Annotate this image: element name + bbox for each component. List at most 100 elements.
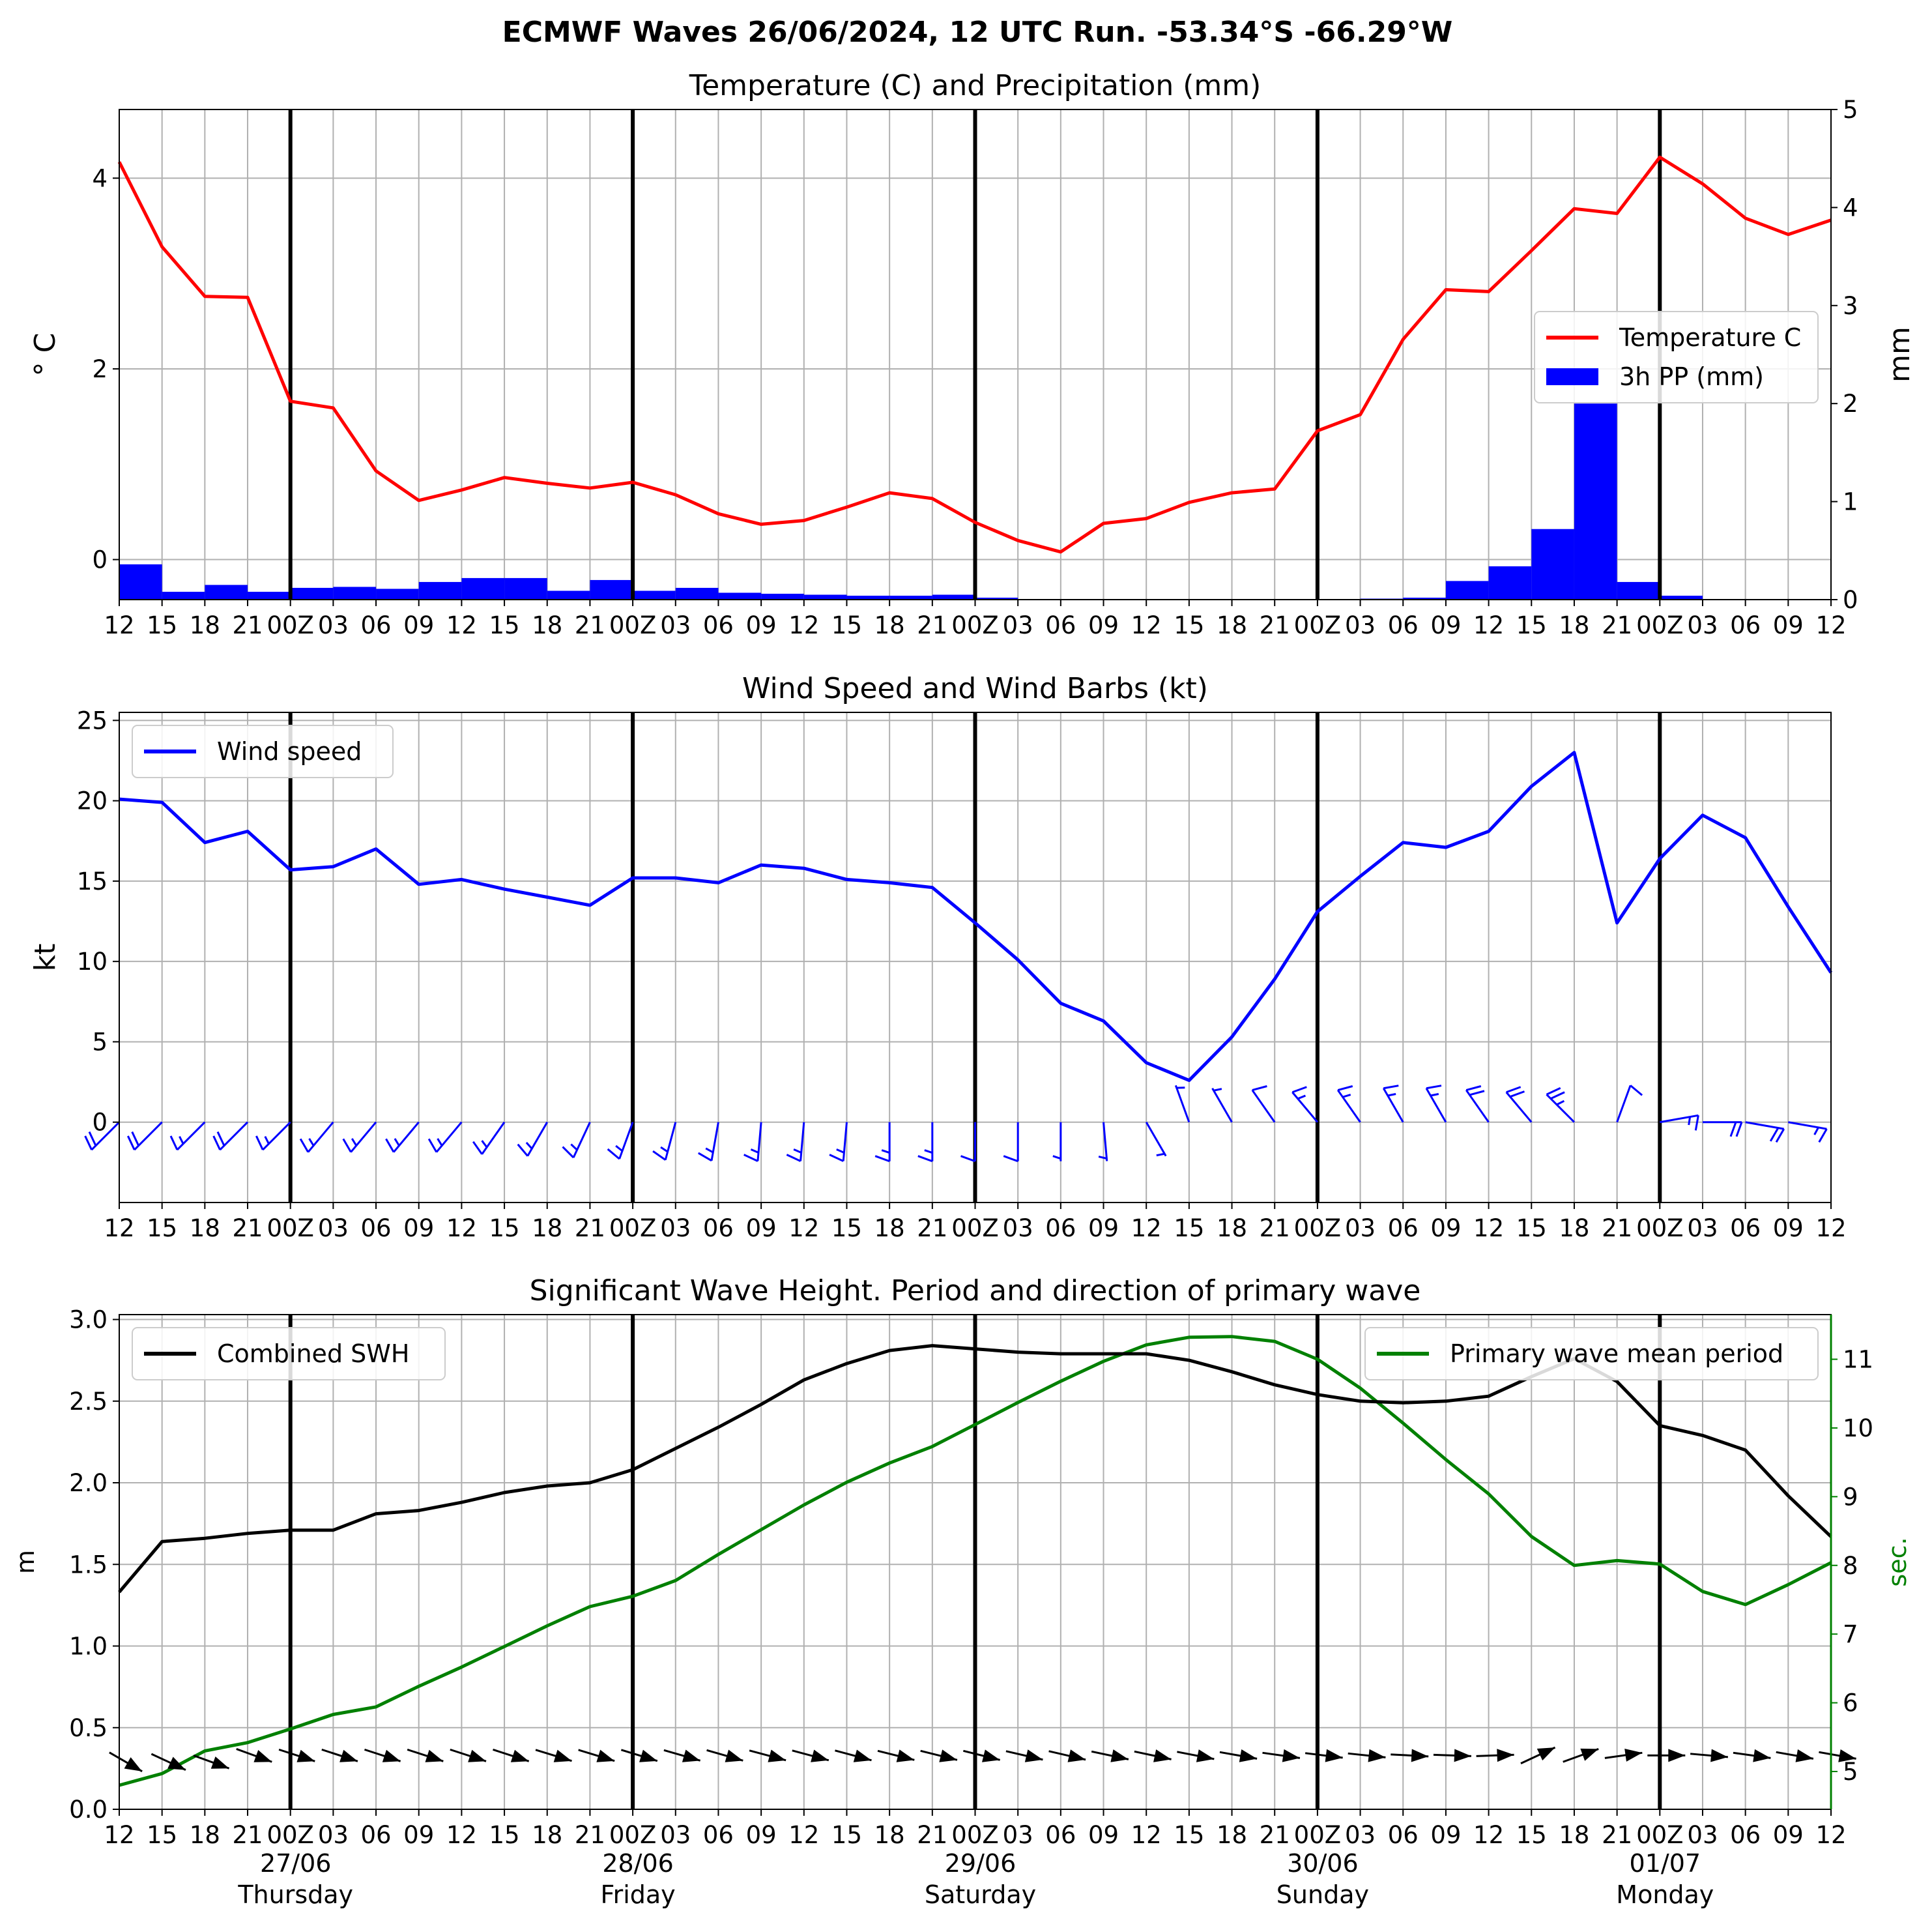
precip-bar bbox=[162, 592, 205, 600]
x-tick-label: 18 bbox=[190, 1214, 220, 1242]
wave-direction-arrow bbox=[749, 1749, 786, 1762]
x-tick-label: 03 bbox=[660, 1214, 691, 1242]
y-tick-label-right: 7 bbox=[1843, 1620, 1858, 1648]
x-tick-label: 03 bbox=[1345, 611, 1376, 639]
wave-direction-arrow bbox=[707, 1750, 743, 1762]
y-tick-label-right: 5 bbox=[1843, 1758, 1858, 1786]
x-tick-label: 06 bbox=[703, 611, 734, 639]
y-tick-label: 0 bbox=[92, 1109, 108, 1137]
wind-barb bbox=[563, 1122, 590, 1158]
x-tick-label: 21 bbox=[232, 1821, 263, 1849]
y-tick-label-right: 8 bbox=[1843, 1552, 1858, 1580]
legend-label: 3h PP (mm) bbox=[1619, 362, 1764, 391]
x-tick-label: 12 bbox=[788, 1214, 819, 1242]
wind-barb bbox=[518, 1122, 547, 1156]
precip-bar bbox=[676, 588, 719, 600]
legend-label: Temperature C bbox=[1619, 323, 1801, 352]
x-tick-label: 15 bbox=[489, 1821, 520, 1849]
x-tick-label: 15 bbox=[1516, 1821, 1547, 1849]
x-tick-label: 21 bbox=[917, 611, 947, 639]
wind-barb bbox=[1507, 1087, 1532, 1122]
y-tick-label: 3.0 bbox=[69, 1306, 108, 1334]
wave-direction-arrow bbox=[1263, 1749, 1300, 1762]
x-tick-label: 00Z bbox=[267, 611, 313, 639]
wave-direction-arrow bbox=[963, 1749, 1000, 1762]
wave-direction-arrow bbox=[407, 1749, 443, 1762]
x-tick-label: 18 bbox=[532, 611, 562, 639]
wind-barb bbox=[300, 1122, 333, 1152]
x-tick-label: 12 bbox=[1815, 1214, 1846, 1242]
day-weekday-label: Friday bbox=[601, 1880, 676, 1909]
x-tick-label: 09 bbox=[403, 1821, 434, 1849]
wave-direction-arrow bbox=[493, 1749, 528, 1762]
x-tick-label: 03 bbox=[1003, 1821, 1033, 1849]
x-tick-label: 06 bbox=[361, 1821, 392, 1849]
wind-barb bbox=[1213, 1088, 1232, 1122]
x-tick-label: 18 bbox=[1559, 611, 1589, 639]
x-tick-label: 03 bbox=[660, 1821, 691, 1849]
wave-direction-arrow bbox=[1647, 1749, 1685, 1762]
x-tick-label: 12 bbox=[104, 611, 134, 639]
precip-bar bbox=[590, 580, 633, 600]
x-tick-label: 18 bbox=[874, 1821, 905, 1849]
precip-bar bbox=[419, 582, 462, 600]
day-date-label: 27/06 bbox=[260, 1849, 332, 1878]
x-tick-label: 12 bbox=[788, 611, 819, 639]
x-tick-label: 15 bbox=[489, 611, 520, 639]
x-tick-label: 21 bbox=[575, 611, 605, 639]
precip-bar bbox=[504, 578, 547, 600]
x-tick-label: 09 bbox=[1088, 1821, 1119, 1849]
x-tick-label: 18 bbox=[1217, 1214, 1247, 1242]
x-tick-label: 03 bbox=[1345, 1214, 1376, 1242]
x-tick-label: 15 bbox=[1516, 611, 1547, 639]
day-date-label: 30/06 bbox=[1287, 1849, 1359, 1878]
x-tick-label: 06 bbox=[703, 1214, 734, 1242]
x-tick-label: 18 bbox=[532, 1821, 562, 1849]
wind-barb bbox=[1003, 1122, 1018, 1161]
wave-direction-arrow bbox=[1177, 1749, 1214, 1762]
x-tick-label: 06 bbox=[361, 611, 392, 639]
x-tick-label: 06 bbox=[1388, 1214, 1419, 1242]
x-tick-label: 12 bbox=[788, 1821, 819, 1849]
x-tick-label: 21 bbox=[232, 1214, 263, 1242]
x-tick-label: 00Z bbox=[609, 611, 656, 639]
x-tick-label: 09 bbox=[746, 1821, 777, 1849]
x-tick-label: 21 bbox=[1602, 1214, 1632, 1242]
x-tick-label: 12 bbox=[1815, 1821, 1846, 1849]
x-tick-label: 00Z bbox=[1636, 1821, 1683, 1849]
wave-direction-arrow bbox=[1134, 1749, 1172, 1762]
wind-barb bbox=[1466, 1086, 1488, 1122]
wave-direction-arrow bbox=[194, 1755, 229, 1768]
x-tick-label: 12 bbox=[104, 1214, 134, 1242]
x-tick-label: 21 bbox=[232, 611, 263, 639]
precip-bar bbox=[547, 590, 590, 600]
wave-direction-arrow bbox=[1348, 1749, 1386, 1762]
x-tick-label: 09 bbox=[1773, 1214, 1804, 1242]
wind-barb bbox=[256, 1122, 290, 1150]
y-tick-label-right: 11 bbox=[1843, 1346, 1873, 1374]
day-date-label: 01/07 bbox=[1630, 1849, 1701, 1878]
x-tick-label: 18 bbox=[1559, 1821, 1589, 1849]
wind-barb bbox=[918, 1122, 932, 1161]
x-tick-label: 15 bbox=[489, 1214, 520, 1242]
wind-barb bbox=[1703, 1122, 1742, 1137]
wind-barb bbox=[1292, 1087, 1318, 1122]
precip-bar bbox=[248, 592, 291, 600]
y-tick-label: 0.5 bbox=[69, 1714, 108, 1742]
x-tick-label: 15 bbox=[147, 1821, 177, 1849]
x-tick-label: 06 bbox=[1730, 1214, 1761, 1242]
x-tick-label: 12 bbox=[1815, 611, 1846, 639]
x-tick-label: 15 bbox=[831, 1821, 862, 1849]
wind-barb bbox=[1383, 1086, 1403, 1122]
x-tick-label: 12 bbox=[446, 1821, 477, 1849]
precip-bar bbox=[1574, 403, 1617, 600]
x-tick-label: 18 bbox=[190, 1821, 220, 1849]
wave-direction-arrow bbox=[1776, 1749, 1813, 1762]
legend-label: Combined SWH bbox=[217, 1339, 409, 1368]
wind-barb bbox=[608, 1122, 633, 1159]
x-tick-label: 06 bbox=[1388, 1821, 1419, 1849]
x-tick-label: 21 bbox=[917, 1821, 947, 1849]
y-tick-label-right: 4 bbox=[1843, 194, 1858, 222]
wind-barb bbox=[1099, 1122, 1107, 1161]
